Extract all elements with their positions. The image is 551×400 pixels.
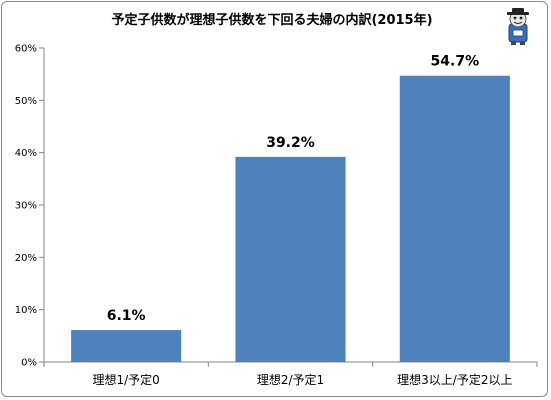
category-label: 理想2/予定1 bbox=[257, 372, 324, 387]
bar bbox=[235, 156, 346, 362]
y-tick-label: 60% bbox=[15, 44, 37, 55]
y-tick-label: 40% bbox=[15, 148, 37, 159]
chart-title: 予定子供数が理想子供数を下回る夫婦の内訳(2015年) bbox=[111, 12, 432, 28]
bar bbox=[399, 75, 510, 362]
y-tick-label: 20% bbox=[15, 253, 37, 264]
data-label: 39.2% bbox=[266, 135, 315, 151]
y-tick-label: 10% bbox=[15, 305, 37, 316]
data-label: 6.1% bbox=[107, 308, 146, 324]
mascot-icon bbox=[507, 8, 529, 45]
category-label: 理想3以上/予定2以上 bbox=[397, 372, 512, 387]
data-labels: 6.1% 39.2% 54.7% bbox=[107, 54, 479, 324]
bars bbox=[71, 75, 510, 362]
category-label: 理想1/予定0 bbox=[93, 372, 160, 387]
bar bbox=[71, 330, 182, 362]
data-label: 54.7% bbox=[431, 54, 480, 70]
y-tick-label: 0% bbox=[21, 358, 37, 369]
y-tick-label: 50% bbox=[15, 96, 37, 107]
y-tick-label: 30% bbox=[15, 201, 37, 212]
category-labels: 理想1/予定0 理想2/予定1 理想3以上/予定2以上 bbox=[93, 372, 513, 387]
